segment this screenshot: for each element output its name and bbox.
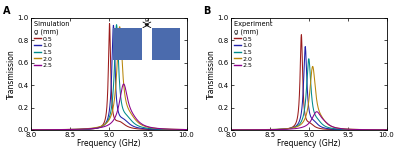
- Y-axis label: Transmission: Transmission: [207, 49, 216, 99]
- X-axis label: Frequency (GHz): Frequency (GHz): [277, 139, 340, 148]
- Legend: 0.5, 1.0, 1.5, 2.0, 2.5: 0.5, 1.0, 1.5, 2.0, 2.5: [232, 20, 279, 70]
- Text: A: A: [3, 6, 10, 16]
- Y-axis label: Transmission: Transmission: [7, 49, 16, 99]
- Legend: 0.5, 1.0, 1.5, 2.0, 2.5: 0.5, 1.0, 1.5, 2.0, 2.5: [32, 20, 76, 70]
- Text: B: B: [203, 6, 210, 16]
- X-axis label: Frequency (GHz): Frequency (GHz): [77, 139, 140, 148]
